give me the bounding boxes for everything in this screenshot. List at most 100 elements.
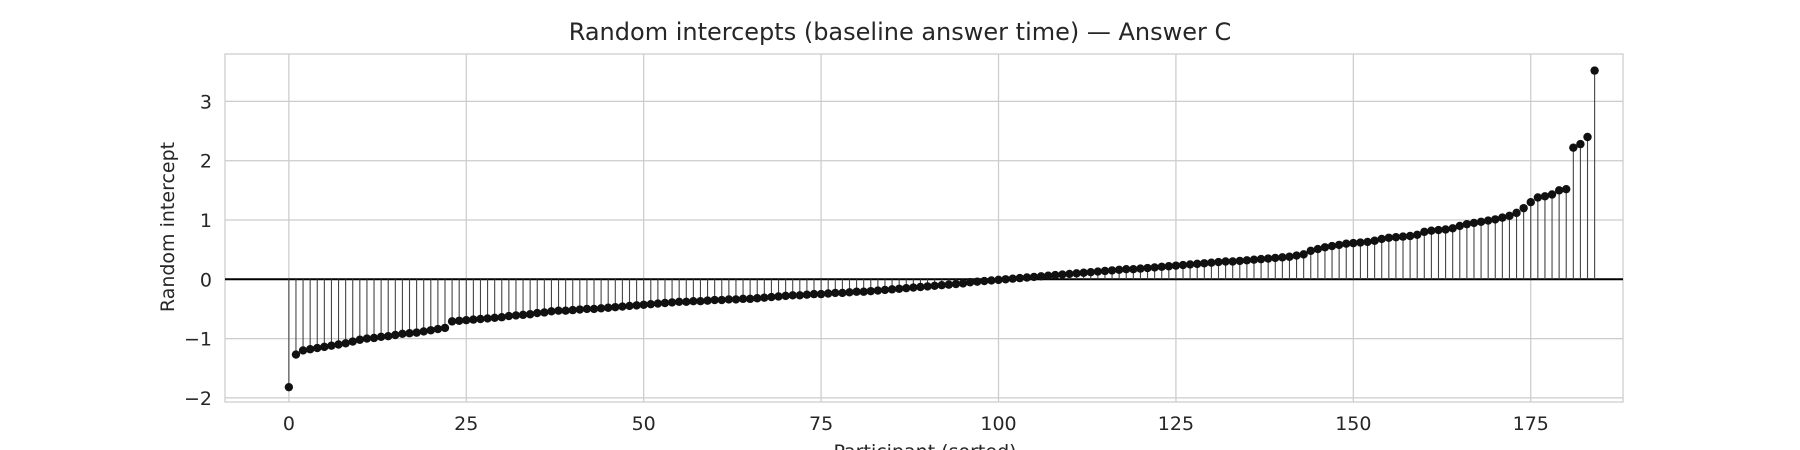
data-point — [1164, 262, 1174, 271]
data-point — [1377, 234, 1386, 244]
data-point — [1100, 266, 1110, 276]
data-point — [987, 276, 996, 285]
data-point — [504, 311, 514, 321]
data-point — [1569, 143, 1578, 152]
data-point — [1491, 215, 1500, 224]
data-point — [1185, 260, 1195, 269]
data-point — [376, 332, 386, 341]
data-point — [1590, 66, 1599, 75]
data-point — [965, 278, 975, 287]
data-point — [1306, 246, 1315, 256]
data-point — [760, 293, 769, 302]
data-point — [298, 346, 308, 355]
data-point — [625, 301, 634, 311]
data-point — [1384, 233, 1394, 242]
data-point — [1363, 237, 1372, 247]
data-point — [717, 295, 726, 305]
data-point — [788, 291, 797, 300]
y-tick-label: 0 — [200, 269, 212, 291]
data-point — [1093, 267, 1103, 276]
data-point — [1051, 270, 1060, 280]
data-point — [667, 298, 677, 307]
data-point — [1235, 256, 1244, 266]
data-point — [369, 333, 379, 343]
data-point — [362, 334, 372, 343]
grid-lines — [225, 54, 1623, 402]
data-point — [483, 314, 492, 323]
data-point — [1207, 258, 1216, 267]
x-tick-label: 50 — [632, 413, 656, 435]
data-point — [1434, 225, 1443, 235]
data-point — [568, 305, 577, 315]
data-point — [1022, 273, 1032, 282]
data-point — [1540, 192, 1550, 201]
data-point — [980, 276, 989, 286]
data-point — [1171, 261, 1181, 270]
data-point — [632, 301, 641, 310]
data-point — [745, 294, 755, 304]
data-point — [951, 279, 961, 289]
data-point — [1583, 132, 1592, 142]
data-point — [887, 285, 897, 294]
data-point — [1107, 266, 1117, 275]
data-point — [937, 281, 946, 290]
data-point — [426, 326, 435, 335]
data-point — [696, 297, 705, 306]
data-point — [802, 290, 812, 299]
data-point — [1562, 184, 1571, 194]
data-point — [1292, 251, 1301, 260]
x-tick-label: 75 — [809, 413, 833, 435]
data-point — [1441, 225, 1450, 234]
x-tick-label: 175 — [1513, 413, 1549, 435]
data-point — [1576, 139, 1585, 149]
data-point — [1469, 218, 1479, 228]
data-point — [724, 295, 734, 304]
data-point — [994, 275, 1003, 285]
data-point — [1221, 257, 1230, 266]
data-point — [923, 282, 932, 291]
data-point — [1427, 226, 1436, 235]
data-point — [596, 304, 606, 313]
data-point — [738, 294, 748, 304]
data-point — [1136, 264, 1145, 273]
data-point — [1398, 232, 1408, 241]
data-point — [1214, 257, 1223, 267]
data-point — [781, 291, 790, 301]
data-point — [604, 303, 613, 312]
data-point — [1114, 265, 1124, 274]
data-point — [1065, 269, 1074, 279]
x-axis-label: Participant (sorted) — [833, 441, 1016, 450]
data-point — [1505, 211, 1514, 221]
data-point — [682, 297, 691, 307]
data-point — [462, 315, 471, 325]
data-point — [327, 341, 336, 350]
data-point — [447, 317, 457, 326]
data-point — [384, 331, 393, 341]
data-point — [1476, 217, 1486, 226]
data-point — [533, 308, 542, 318]
data-point — [1391, 232, 1401, 242]
data-point — [1420, 227, 1429, 237]
data-point — [1256, 254, 1266, 264]
x-tick-label: 150 — [1335, 413, 1371, 435]
data-point — [547, 307, 556, 316]
y-tick-label: 3 — [200, 91, 212, 113]
data-point — [405, 329, 414, 338]
data-point — [866, 286, 875, 296]
data-point — [419, 327, 428, 336]
data-point — [1143, 263, 1152, 273]
data-point — [284, 382, 294, 392]
data-point — [916, 282, 925, 292]
data-point — [1462, 219, 1472, 229]
data-point — [852, 287, 861, 296]
data-point — [348, 337, 357, 346]
data-point — [320, 342, 329, 352]
data-point — [1512, 208, 1521, 218]
data-point — [1193, 259, 1202, 269]
data-point — [1008, 274, 1017, 283]
data-point — [582, 304, 592, 314]
data-point — [873, 286, 883, 295]
markers — [284, 66, 1599, 392]
data-point — [894, 284, 904, 293]
data-point — [1370, 236, 1379, 245]
